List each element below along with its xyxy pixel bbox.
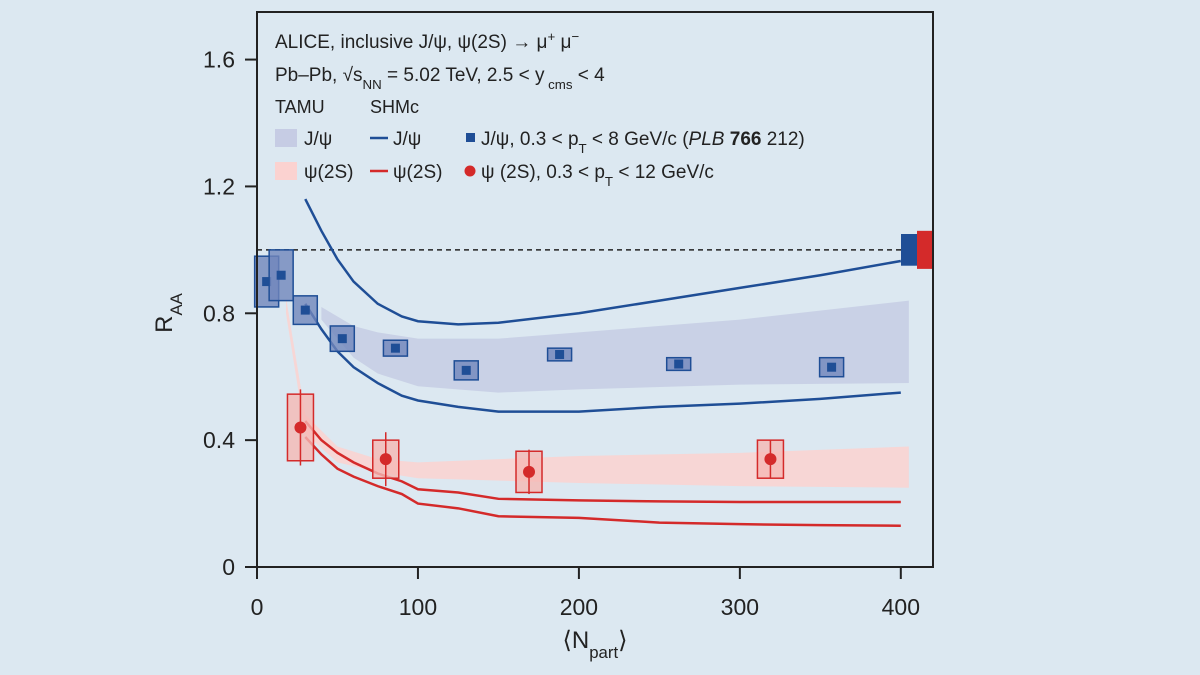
x-tick-label: 0 — [251, 594, 264, 620]
data-point — [827, 362, 837, 372]
text-part: ψ(2S) — [304, 162, 353, 183]
data-point — [523, 465, 536, 478]
text-part: μ — [555, 32, 571, 53]
text-part: ALICE, inclusive J/ψ, ψ(2S) → μ — [275, 32, 547, 53]
text-part: NN — [363, 77, 382, 92]
data-point — [764, 453, 777, 466]
text-part: ⟩ — [618, 627, 627, 654]
text-part: PLB — [689, 129, 725, 150]
global-uncertainty-box — [901, 234, 917, 266]
text-part: ⟨N — [563, 627, 590, 654]
text-part: ψ (2S), 0.3 < p — [481, 162, 605, 183]
text-part: cms — [544, 77, 572, 92]
plot-area — [253, 198, 933, 528]
x-tick-label: 200 — [560, 594, 598, 620]
text-part: 212) — [761, 129, 804, 150]
global-uncertainty-box — [917, 230, 933, 269]
text-part: Pb–Pb, √s — [275, 65, 363, 86]
legend-label: ψ(2S) — [304, 162, 353, 183]
text-part: 766 — [730, 129, 762, 150]
y-tick-label: 1.2 — [203, 173, 235, 199]
text-part: + — [547, 29, 555, 44]
data-point — [262, 277, 272, 287]
data-point — [461, 365, 471, 375]
model-band — [285, 297, 909, 488]
model-line — [304, 436, 901, 528]
text-part: J/ψ — [304, 129, 332, 150]
text-part: T — [579, 141, 587, 156]
model-line — [304, 198, 902, 326]
text-part: J/ψ, 0.3 < p — [481, 129, 579, 150]
y-tick-label: 0 — [222, 554, 235, 580]
x-tick-label: 300 — [721, 594, 759, 620]
text-part: ψ(2S) — [393, 162, 442, 183]
plot-frame — [256, 11, 934, 568]
legend-swatch — [275, 162, 297, 180]
data-point — [276, 270, 286, 280]
data-point — [294, 421, 307, 434]
legend-swatch — [464, 165, 476, 177]
x-tick-label: 100 — [399, 594, 437, 620]
rich-text: ALICE, inclusive J/ψ, ψ(2S) → μ+ μ− — [275, 29, 579, 54]
legend-label: ψ (2S), 0.3 < pT < 12 GeV/c — [481, 162, 714, 189]
text-part: R — [151, 316, 178, 333]
data-point — [555, 350, 565, 360]
x-tick-label: 400 — [882, 594, 920, 620]
y-axis-title: RAA — [151, 292, 186, 333]
data-point — [379, 453, 392, 466]
legend-label: J/ψ — [304, 129, 332, 150]
rich-text: Pb–Pb, √sNN = 5.02 TeV, 2.5 < y cms < 4 — [275, 65, 605, 92]
legend-label: J/ψ, 0.3 < pT < 8 GeV/c (PLB 766 212) — [481, 129, 805, 156]
text-part: − — [571, 29, 579, 44]
text-part: J/ψ — [393, 129, 421, 150]
legend-label: ψ(2S) — [393, 162, 442, 183]
text-part: T — [605, 174, 613, 189]
text-part: AA — [167, 292, 186, 315]
text-part: < 8 GeV/c ( — [587, 129, 690, 150]
legend-label: J/ψ — [393, 129, 421, 150]
legend-group-title: SHMc — [370, 97, 419, 117]
legend-swatch — [466, 133, 475, 142]
data-point — [674, 359, 684, 369]
text-part: = 5.02 TeV, 2.5 < y — [382, 65, 545, 86]
y-tick-label: 0.8 — [203, 300, 235, 326]
data-point — [337, 334, 347, 344]
legend-swatch — [275, 129, 297, 147]
legend-group-title: TAMU — [275, 97, 325, 117]
x-axis-title: ⟨Npart⟩ — [563, 627, 628, 662]
text-part: part — [589, 643, 618, 662]
model-line — [304, 303, 901, 413]
text-part: < 12 GeV/c — [613, 162, 714, 183]
text-part: < 4 — [573, 65, 606, 86]
model-line — [304, 420, 901, 504]
data-point — [390, 343, 400, 353]
y-tick-label: 1.6 — [203, 47, 235, 73]
y-tick-label: 0.4 — [203, 427, 235, 453]
data-point — [300, 305, 310, 315]
